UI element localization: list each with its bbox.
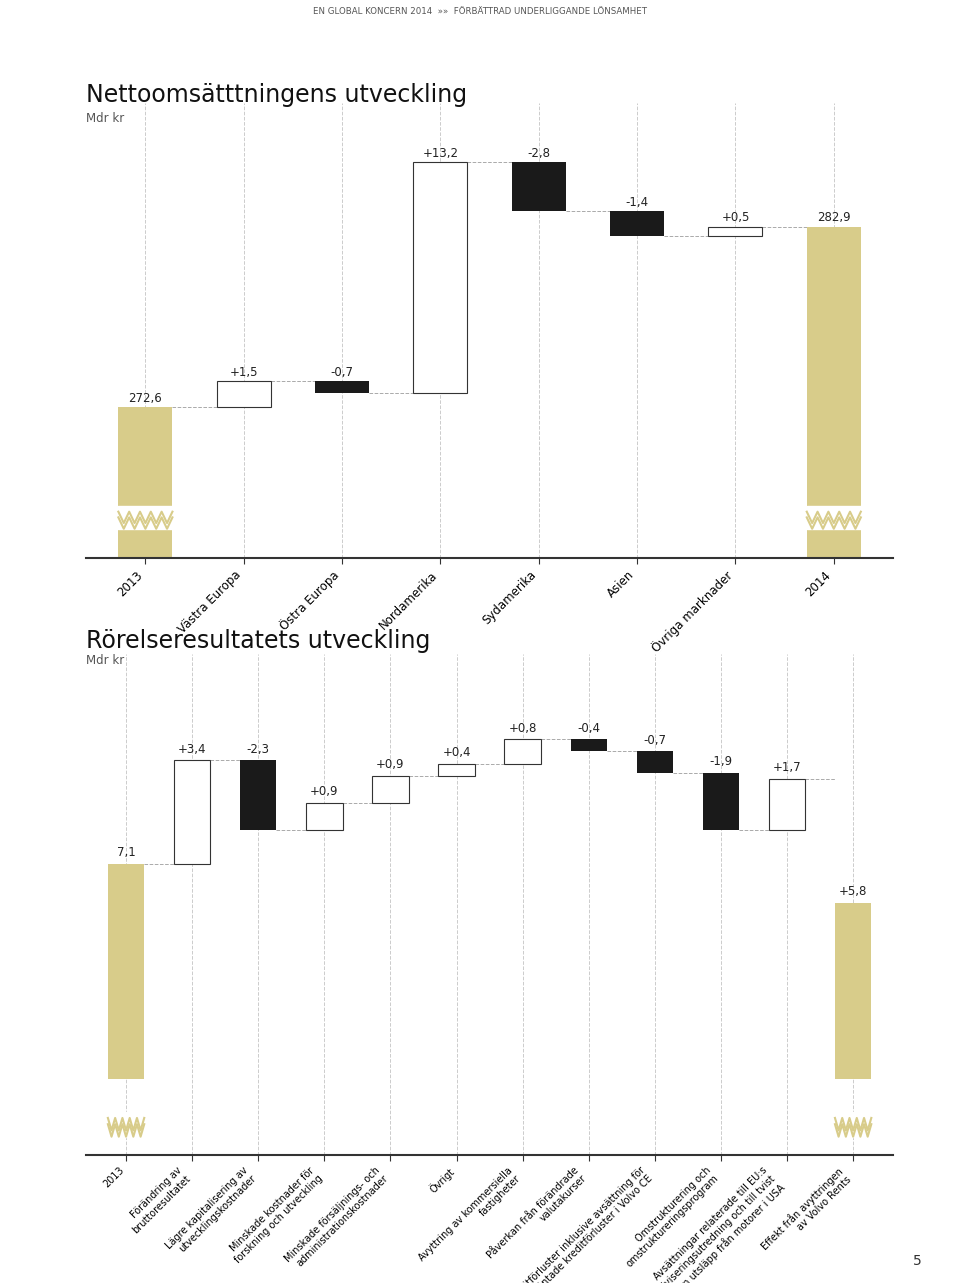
Text: +13,2: +13,2: [422, 146, 459, 159]
Text: 282,9: 282,9: [817, 212, 851, 225]
Text: 7,1: 7,1: [117, 845, 135, 860]
Bar: [108, 863, 144, 1079]
Text: Mdr kr: Mdr kr: [86, 654, 125, 667]
Bar: [703, 772, 739, 830]
Text: +0,9: +0,9: [310, 785, 339, 798]
Text: -1,9: -1,9: [709, 756, 732, 769]
Text: -2,3: -2,3: [247, 743, 270, 756]
Bar: [372, 776, 409, 803]
Text: EN GLOBAL KONCERN 2014  »»  FÖRBÄTTRAD UNDERLIGGANDE LÖNSAMHET: EN GLOBAL KONCERN 2014 »» FÖRBÄTTRAD UND…: [313, 6, 647, 17]
Bar: [806, 227, 861, 1283]
Bar: [118, 408, 173, 1283]
Text: 272,6: 272,6: [129, 391, 162, 405]
Text: +0,8: +0,8: [509, 722, 537, 735]
Bar: [217, 381, 271, 408]
Text: Nettoomsätttningens utveckling: Nettoomsätttningens utveckling: [86, 83, 468, 108]
Text: Rörelseresultatets utveckling: Rörelseresultatets utveckling: [86, 629, 431, 653]
Bar: [769, 779, 805, 830]
Text: +1,7: +1,7: [773, 761, 802, 774]
Bar: [414, 162, 468, 394]
Bar: [439, 763, 475, 776]
Bar: [708, 227, 762, 236]
Text: +0,9: +0,9: [376, 758, 405, 771]
Text: Mdr kr: Mdr kr: [86, 112, 125, 124]
Bar: [636, 752, 673, 772]
Bar: [570, 739, 607, 752]
Text: -1,4: -1,4: [626, 195, 649, 209]
Text: +1,5: +1,5: [229, 366, 258, 378]
Bar: [512, 162, 565, 212]
Bar: [610, 212, 664, 236]
Text: +0,5: +0,5: [721, 212, 750, 225]
Bar: [315, 381, 370, 394]
Text: -0,7: -0,7: [643, 734, 666, 747]
Text: +0,4: +0,4: [443, 745, 470, 760]
Bar: [174, 761, 210, 863]
Bar: [835, 903, 872, 1079]
Text: -0,7: -0,7: [330, 366, 353, 378]
Text: -0,4: -0,4: [577, 722, 600, 735]
Bar: [240, 761, 276, 830]
Text: +3,4: +3,4: [178, 743, 206, 756]
Bar: [306, 803, 343, 830]
Bar: [504, 739, 540, 763]
Text: 5: 5: [913, 1253, 922, 1268]
Text: +5,8: +5,8: [839, 885, 867, 898]
Text: -2,8: -2,8: [527, 146, 550, 159]
